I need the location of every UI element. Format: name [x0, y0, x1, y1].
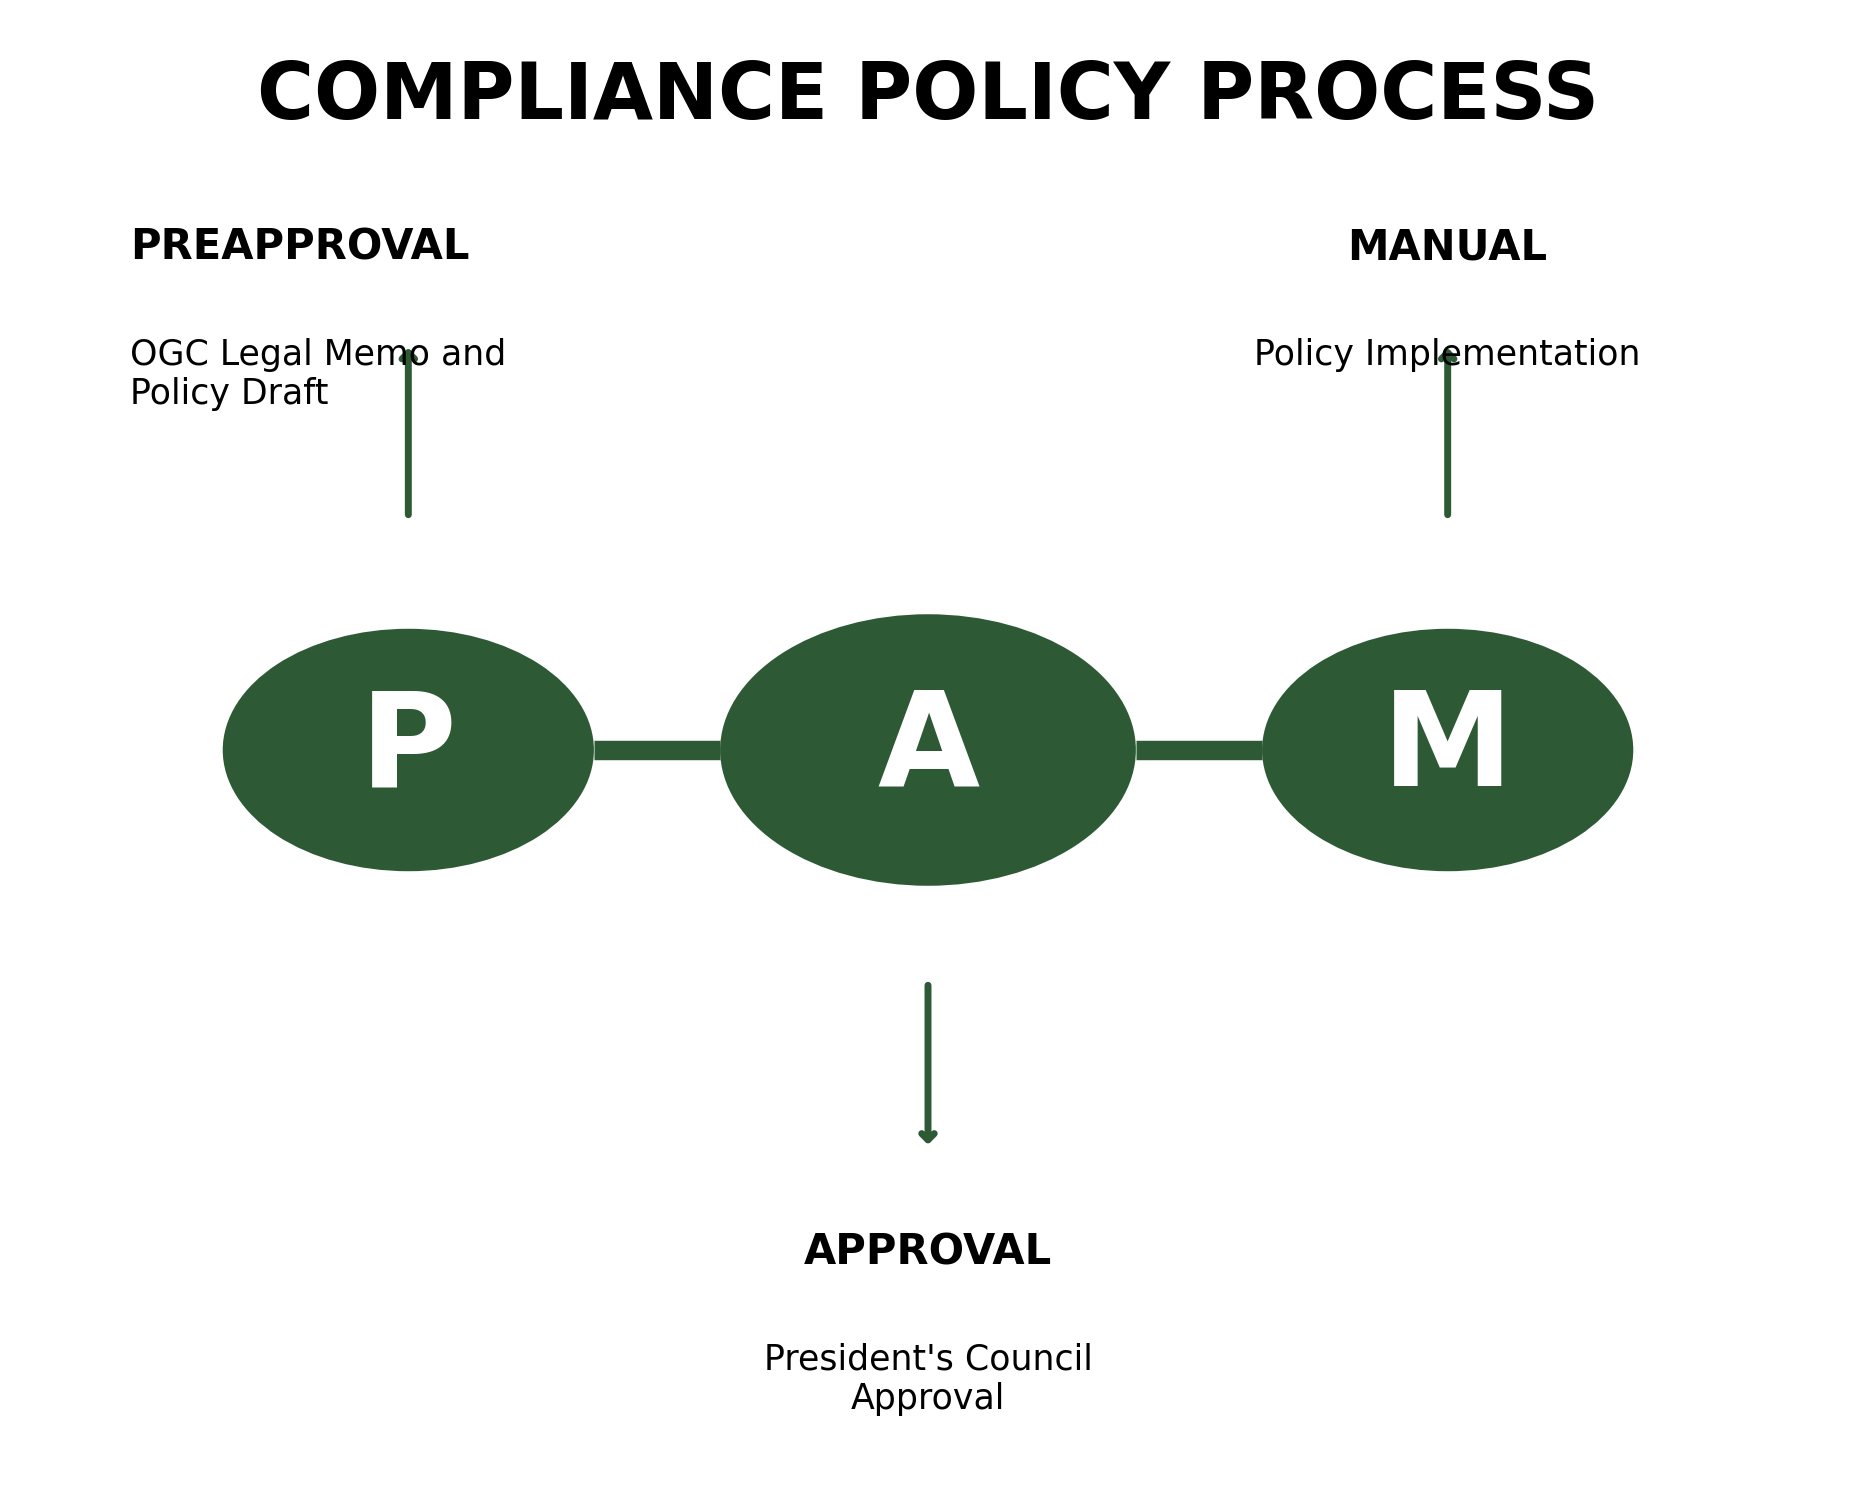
Text: A: A	[876, 687, 979, 813]
Text: President's Council
Approval: President's Council Approval	[762, 1342, 1093, 1416]
Text: APPROVAL: APPROVAL	[803, 1232, 1052, 1274]
Text: M: M	[1382, 687, 1512, 813]
Text: PREAPPROVAL: PREAPPROVAL	[130, 226, 469, 268]
Text: OGC Legal Memo and
Policy Draft: OGC Legal Memo and Policy Draft	[130, 338, 506, 411]
Text: COMPLIANCE POLICY PROCESS: COMPLIANCE POLICY PROCESS	[256, 60, 1599, 135]
Ellipse shape	[223, 628, 594, 872]
Text: Policy Implementation: Policy Implementation	[1254, 338, 1640, 372]
Ellipse shape	[1261, 628, 1632, 872]
Text: MANUAL: MANUAL	[1347, 226, 1547, 268]
Text: P: P	[360, 687, 456, 813]
Ellipse shape	[720, 614, 1135, 886]
